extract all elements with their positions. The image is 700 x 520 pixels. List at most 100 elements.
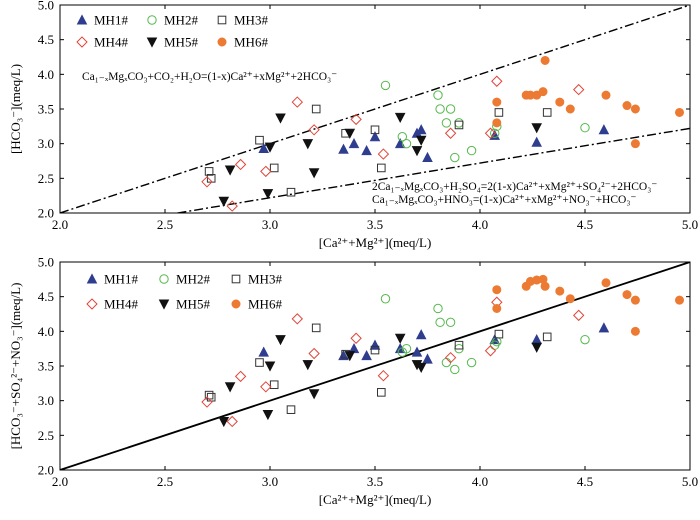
data-point — [338, 349, 349, 361]
reference-lines — [60, 5, 690, 213]
series-MH6 — [492, 55, 684, 149]
x-axis-title: [Ca²⁺+Mg²⁺](meq/L) — [319, 235, 432, 250]
data-point — [361, 349, 372, 361]
data-point — [275, 335, 286, 346]
series-MH5 — [218, 333, 542, 428]
data-point — [674, 107, 684, 117]
data-point — [286, 187, 296, 197]
data-point — [540, 281, 550, 291]
data-point — [258, 346, 269, 357]
data-point — [565, 104, 575, 114]
legend-marker — [231, 274, 241, 284]
series-MH4 — [201, 75, 585, 212]
data-point — [580, 334, 590, 345]
data-point — [492, 118, 502, 128]
data-point — [350, 113, 362, 126]
data-point — [411, 346, 423, 357]
series-MH6 — [492, 274, 684, 336]
legend-item: MH6# — [231, 297, 282, 312]
x-tick-label: 4.5 — [577, 217, 593, 232]
x-tick-label: 3.5 — [367, 474, 383, 489]
data-point — [492, 303, 502, 313]
y-tick-label: 5.0 — [38, 0, 54, 13]
data-point — [226, 415, 238, 428]
data-point — [445, 317, 456, 328]
y-tick-label: 2.5 — [38, 428, 54, 443]
legend-marker — [146, 37, 158, 48]
chart-top: 2.0 2.5 3.0 3.5 4.0 4.5 5.0 2.0 2.5 3.0 3.5 4.0 4.5 5… — [8, 0, 698, 250]
data-point — [531, 334, 542, 345]
y-tick-label: 5.0 — [38, 255, 54, 270]
data-point — [260, 381, 272, 393]
data-point — [622, 101, 632, 111]
data-points — [201, 55, 684, 212]
data-point — [218, 416, 230, 428]
y-tick-label: 4.5 — [38, 32, 54, 47]
legend-label: MH4# — [94, 35, 128, 50]
data-point — [531, 123, 542, 134]
y-tick-label: 4.0 — [38, 67, 54, 82]
legend-marker — [86, 298, 98, 310]
data-point — [302, 360, 314, 371]
data-point — [484, 345, 497, 357]
data-point — [622, 290, 632, 300]
data-point — [344, 128, 356, 139]
y-tick-label: 4.5 — [38, 289, 54, 304]
data-point — [394, 333, 406, 344]
legend-marker — [231, 299, 241, 309]
data-point — [565, 294, 575, 304]
data-point — [311, 104, 321, 114]
data-point — [377, 163, 386, 173]
y-tick-label: 2.5 — [38, 171, 54, 186]
legend-label: MH6# — [248, 297, 282, 312]
legend-item: MH2# — [147, 13, 198, 28]
series-MH5 — [218, 112, 542, 207]
data-point — [308, 124, 320, 136]
y-tick-label: 4.0 — [38, 324, 54, 339]
data-point — [538, 87, 548, 97]
data-point — [598, 322, 610, 333]
legend-item: MH5# — [158, 297, 210, 312]
y-tick-label: 3.0 — [38, 393, 54, 408]
legend-marker — [159, 274, 169, 284]
legend-marker — [217, 37, 227, 47]
data-point — [258, 142, 269, 154]
data-point — [286, 405, 296, 414]
y-tick-label: 3.5 — [38, 359, 54, 374]
legend-item: MH3# — [231, 272, 282, 287]
data-point — [444, 127, 457, 139]
series-MH1 — [258, 322, 610, 364]
x-tick-label: 3.0 — [262, 217, 278, 232]
chart-bottom: 2.0 2.5 3.0 3.5 4.0 4.5 5.0 2.0 2.5 3.0 3.5 4.0 4.5 5… — [8, 255, 698, 508]
y-tick-label: 3.0 — [38, 136, 54, 151]
y-tick-label: 2.0 — [38, 206, 54, 221]
legend-item: MH4# — [86, 297, 138, 312]
data-points — [201, 274, 684, 428]
legend-label: MH4# — [104, 297, 138, 312]
data-point — [630, 139, 640, 149]
data-point — [555, 97, 565, 107]
data-point — [492, 285, 502, 295]
legend-label: MH5# — [164, 35, 198, 50]
data-point — [311, 323, 321, 333]
data-point — [542, 332, 552, 342]
data-point — [380, 294, 391, 304]
data-point — [491, 75, 503, 87]
data-point — [348, 138, 360, 149]
data-point — [435, 104, 445, 114]
legend-marker — [147, 15, 157, 25]
x-tick-label: 2.5 — [157, 474, 173, 489]
data-point — [234, 370, 247, 383]
series-MH1 — [258, 124, 610, 163]
data-point — [494, 108, 504, 117]
data-point — [435, 317, 445, 328]
series-MH3 — [204, 323, 552, 414]
data-point — [269, 380, 279, 390]
data-point — [269, 163, 279, 173]
data-point — [454, 340, 464, 350]
data-point — [369, 131, 381, 142]
reaction-equation-3: Ca₁₋ₓMgₓCO₃+HNO₃=(1-x)Ca²⁺+xMg²⁺+NO₃⁻+HC… — [372, 194, 636, 206]
reference-lines — [60, 262, 690, 470]
data-point — [674, 295, 684, 305]
